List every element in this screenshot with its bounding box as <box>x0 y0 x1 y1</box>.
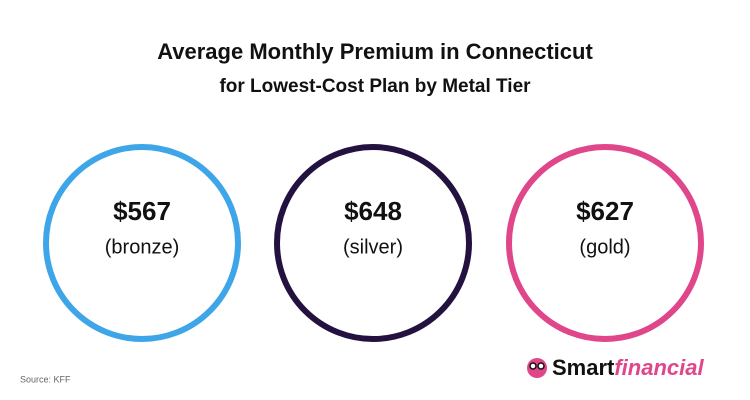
tier-name: (bronze) <box>105 236 179 258</box>
subtitle: for Lowest-Cost Plan by Metal Tier <box>219 76 531 97</box>
tier-value: $648 <box>344 196 402 226</box>
tier-circle <box>43 144 241 342</box>
tier-value: $567 <box>113 196 171 226</box>
tier-circle <box>506 144 704 342</box>
logo-bold: Smartfinancial <box>552 355 704 380</box>
tier-value: $627 <box>576 196 634 226</box>
logo-italic-text: financial <box>614 355 704 380</box>
logo: Smartfinancial <box>527 355 704 380</box>
tier-circles: $567 (bronze) $648 (silver) $627 (gold) <box>43 144 704 342</box>
logo-bold-text: Smart <box>552 355 615 380</box>
logo-glasses <box>537 362 545 370</box>
title: Average Monthly Premium in Connecticut <box>157 39 593 64</box>
tier-name: (silver) <box>343 236 403 258</box>
tier-name: (gold) <box>579 236 630 258</box>
logo-glasses <box>529 362 537 370</box>
tier-circle <box>274 144 472 342</box>
source: Source: KFF <box>20 374 71 384</box>
